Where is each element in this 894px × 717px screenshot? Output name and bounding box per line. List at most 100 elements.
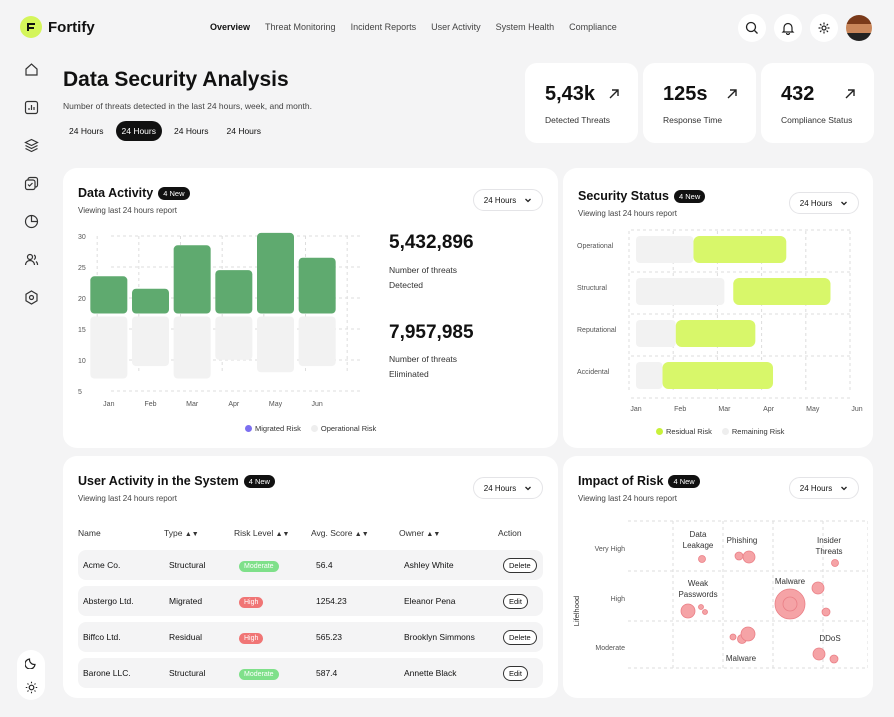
nav-user-activity[interactable]: User Activity bbox=[431, 22, 481, 32]
nav-incident-reports[interactable]: Incident Reports bbox=[350, 22, 417, 32]
dropdown-value: 24 Hours bbox=[799, 198, 833, 208]
sort-icon: ▲▼ bbox=[275, 531, 290, 538]
column-header-risk-level[interactable]: Risk Level ▲▼ bbox=[234, 528, 290, 538]
y-axis-label: Lifelhood bbox=[572, 596, 581, 626]
delete-button[interactable]: Delete bbox=[503, 558, 537, 573]
bar-operational-risk bbox=[298, 316, 336, 367]
chevron-down-icon bbox=[525, 486, 532, 491]
sidebar-item-users[interactable] bbox=[20, 250, 42, 268]
user-avatar[interactable] bbox=[846, 15, 872, 41]
delete-button[interactable]: Delete bbox=[503, 630, 537, 645]
risk-annotation: Malware bbox=[775, 577, 806, 586]
search-button[interactable] bbox=[738, 14, 766, 42]
sidebar-item-tasks[interactable] bbox=[20, 174, 42, 192]
column-header-name: Name bbox=[78, 528, 101, 538]
home-icon bbox=[24, 62, 38, 76]
stat-card-compliance-status[interactable]: 432 Compliance Status bbox=[761, 63, 874, 143]
x-tick-label: Apr bbox=[763, 406, 775, 413]
edit-button[interactable]: Edit bbox=[503, 594, 528, 609]
arrow-up-right-icon bbox=[609, 89, 619, 99]
bar-residual-risk bbox=[693, 236, 787, 263]
cell-action: Delete bbox=[498, 622, 543, 652]
risk-bubble bbox=[811, 581, 825, 595]
time-range-dropdown[interactable]: 24 Hours bbox=[789, 192, 859, 214]
x-tick-label: Jun bbox=[312, 401, 323, 408]
sidebar-item-reports[interactable] bbox=[20, 212, 42, 230]
stat-card-response-time[interactable]: 125s Response Time bbox=[643, 63, 756, 143]
column-header-avg-score[interactable]: Avg. Score ▲▼ bbox=[311, 528, 369, 538]
user-activity-card: User Activity in the System 4 New Viewin… bbox=[63, 456, 558, 698]
new-badge: 4 New bbox=[158, 186, 190, 200]
y-category-label: Structural bbox=[577, 285, 607, 292]
cell-score: 587.4 bbox=[311, 658, 399, 688]
edit-button[interactable]: Edit bbox=[503, 666, 528, 681]
nav-threat-monitoring[interactable]: Threat Monitoring bbox=[265, 22, 336, 32]
time-range-dropdown[interactable]: 24 Hours bbox=[789, 477, 859, 499]
y-category-label: Reputational bbox=[577, 327, 617, 334]
stat-label: Compliance Status bbox=[781, 115, 853, 125]
x-tick-label: Jan bbox=[630, 406, 641, 413]
page-subtitle: Number of threats detected in the last 2… bbox=[63, 101, 313, 111]
fortify-logo-icon bbox=[20, 16, 42, 38]
cell-type: Residual bbox=[164, 622, 234, 652]
filter-pill[interactable]: 24 Hours bbox=[220, 121, 267, 141]
risk-bubble bbox=[821, 607, 831, 617]
filter-pill[interactable]: 24 Hours bbox=[168, 121, 215, 141]
risk-bubble bbox=[680, 603, 696, 619]
moon-icon[interactable] bbox=[24, 656, 38, 669]
time-range-dropdown[interactable]: 24 Hours bbox=[473, 189, 543, 211]
search-icon bbox=[745, 21, 758, 34]
time-filters: 24 Hours 24 Hours 24 Hours 24 Hours bbox=[63, 121, 267, 141]
x-tick-label: Apr bbox=[228, 401, 240, 408]
eliminated-value: 7,957,985 bbox=[389, 322, 474, 343]
settings-button[interactable] bbox=[810, 14, 838, 42]
top-actions bbox=[738, 14, 872, 42]
risk-bubble bbox=[698, 555, 706, 563]
security-status-chart: Operational Structural Reputational Acciden… bbox=[577, 229, 863, 413]
y-tick-label: 10 bbox=[78, 358, 86, 365]
filter-pill-active[interactable]: 24 Hours bbox=[115, 121, 162, 141]
sidebar-item-layers[interactable] bbox=[20, 136, 42, 154]
card-subtitle: Viewing last 24 hours report bbox=[578, 209, 678, 218]
sun-icon[interactable] bbox=[25, 681, 38, 694]
eliminated-label: Number of threats Eliminated bbox=[389, 352, 489, 382]
column-header-action: Action bbox=[498, 528, 522, 538]
legend-item: Remaining Risk bbox=[721, 427, 784, 436]
risk-bubble bbox=[829, 654, 839, 664]
brand-logo[interactable]: Fortify bbox=[20, 16, 95, 38]
chart-legend: Residual Risk Remaining Risk bbox=[656, 427, 784, 436]
bar-operational-risk bbox=[90, 316, 128, 379]
cell-owner: Annette Black bbox=[399, 658, 498, 688]
sidebar-item-settings[interactable] bbox=[20, 288, 42, 306]
cell-name: Barone LLC. bbox=[78, 658, 164, 688]
column-header-type[interactable]: Type ▲▼ bbox=[164, 528, 199, 538]
table-row: Biffco Ltd. Residual High 565.23 Brookly… bbox=[78, 622, 543, 652]
pie-chart-icon bbox=[24, 214, 38, 228]
notifications-button[interactable] bbox=[774, 14, 802, 42]
sidebar-item-home[interactable] bbox=[20, 60, 42, 78]
table-row: Abstergo Ltd. Migrated High 1254.23 Elea… bbox=[78, 586, 543, 616]
x-tick-label: May bbox=[269, 401, 283, 408]
nav-overview[interactable]: Overview bbox=[210, 22, 251, 32]
stat-label: Detected Threats bbox=[545, 115, 611, 125]
cell-risk: High bbox=[234, 586, 311, 616]
detected-value: 5,432,896 bbox=[389, 232, 474, 253]
nav-system-health[interactable]: System Health bbox=[495, 22, 555, 32]
y-tick-label: 5 bbox=[78, 389, 82, 396]
cell-type: Migrated bbox=[164, 586, 234, 616]
sidebar-item-analytics[interactable] bbox=[20, 98, 42, 116]
column-header-owner[interactable]: Owner ▲▼ bbox=[399, 528, 441, 538]
nav-compliance[interactable]: Compliance bbox=[569, 22, 617, 32]
card-subtitle: Viewing last 24 hours report bbox=[78, 206, 178, 215]
dropdown-value: 24 Hours bbox=[483, 483, 517, 493]
card-title-text: User Activity in the System bbox=[78, 474, 239, 488]
eliminated-label-line: Number of threats bbox=[389, 354, 458, 364]
chart-legend: Migrated Risk Operational Risk bbox=[245, 424, 376, 433]
stat-card-detected-threats[interactable]: 5,43k Detected Threats bbox=[525, 63, 638, 143]
bar-remaining-risk bbox=[636, 278, 725, 305]
risk-annotation: Threats bbox=[815, 547, 842, 556]
theme-toggle[interactable] bbox=[17, 650, 45, 700]
risk-bubble bbox=[740, 626, 756, 642]
filter-pill[interactable]: 24 Hours bbox=[63, 121, 110, 141]
time-range-dropdown[interactable]: 24 Hours bbox=[473, 477, 543, 499]
